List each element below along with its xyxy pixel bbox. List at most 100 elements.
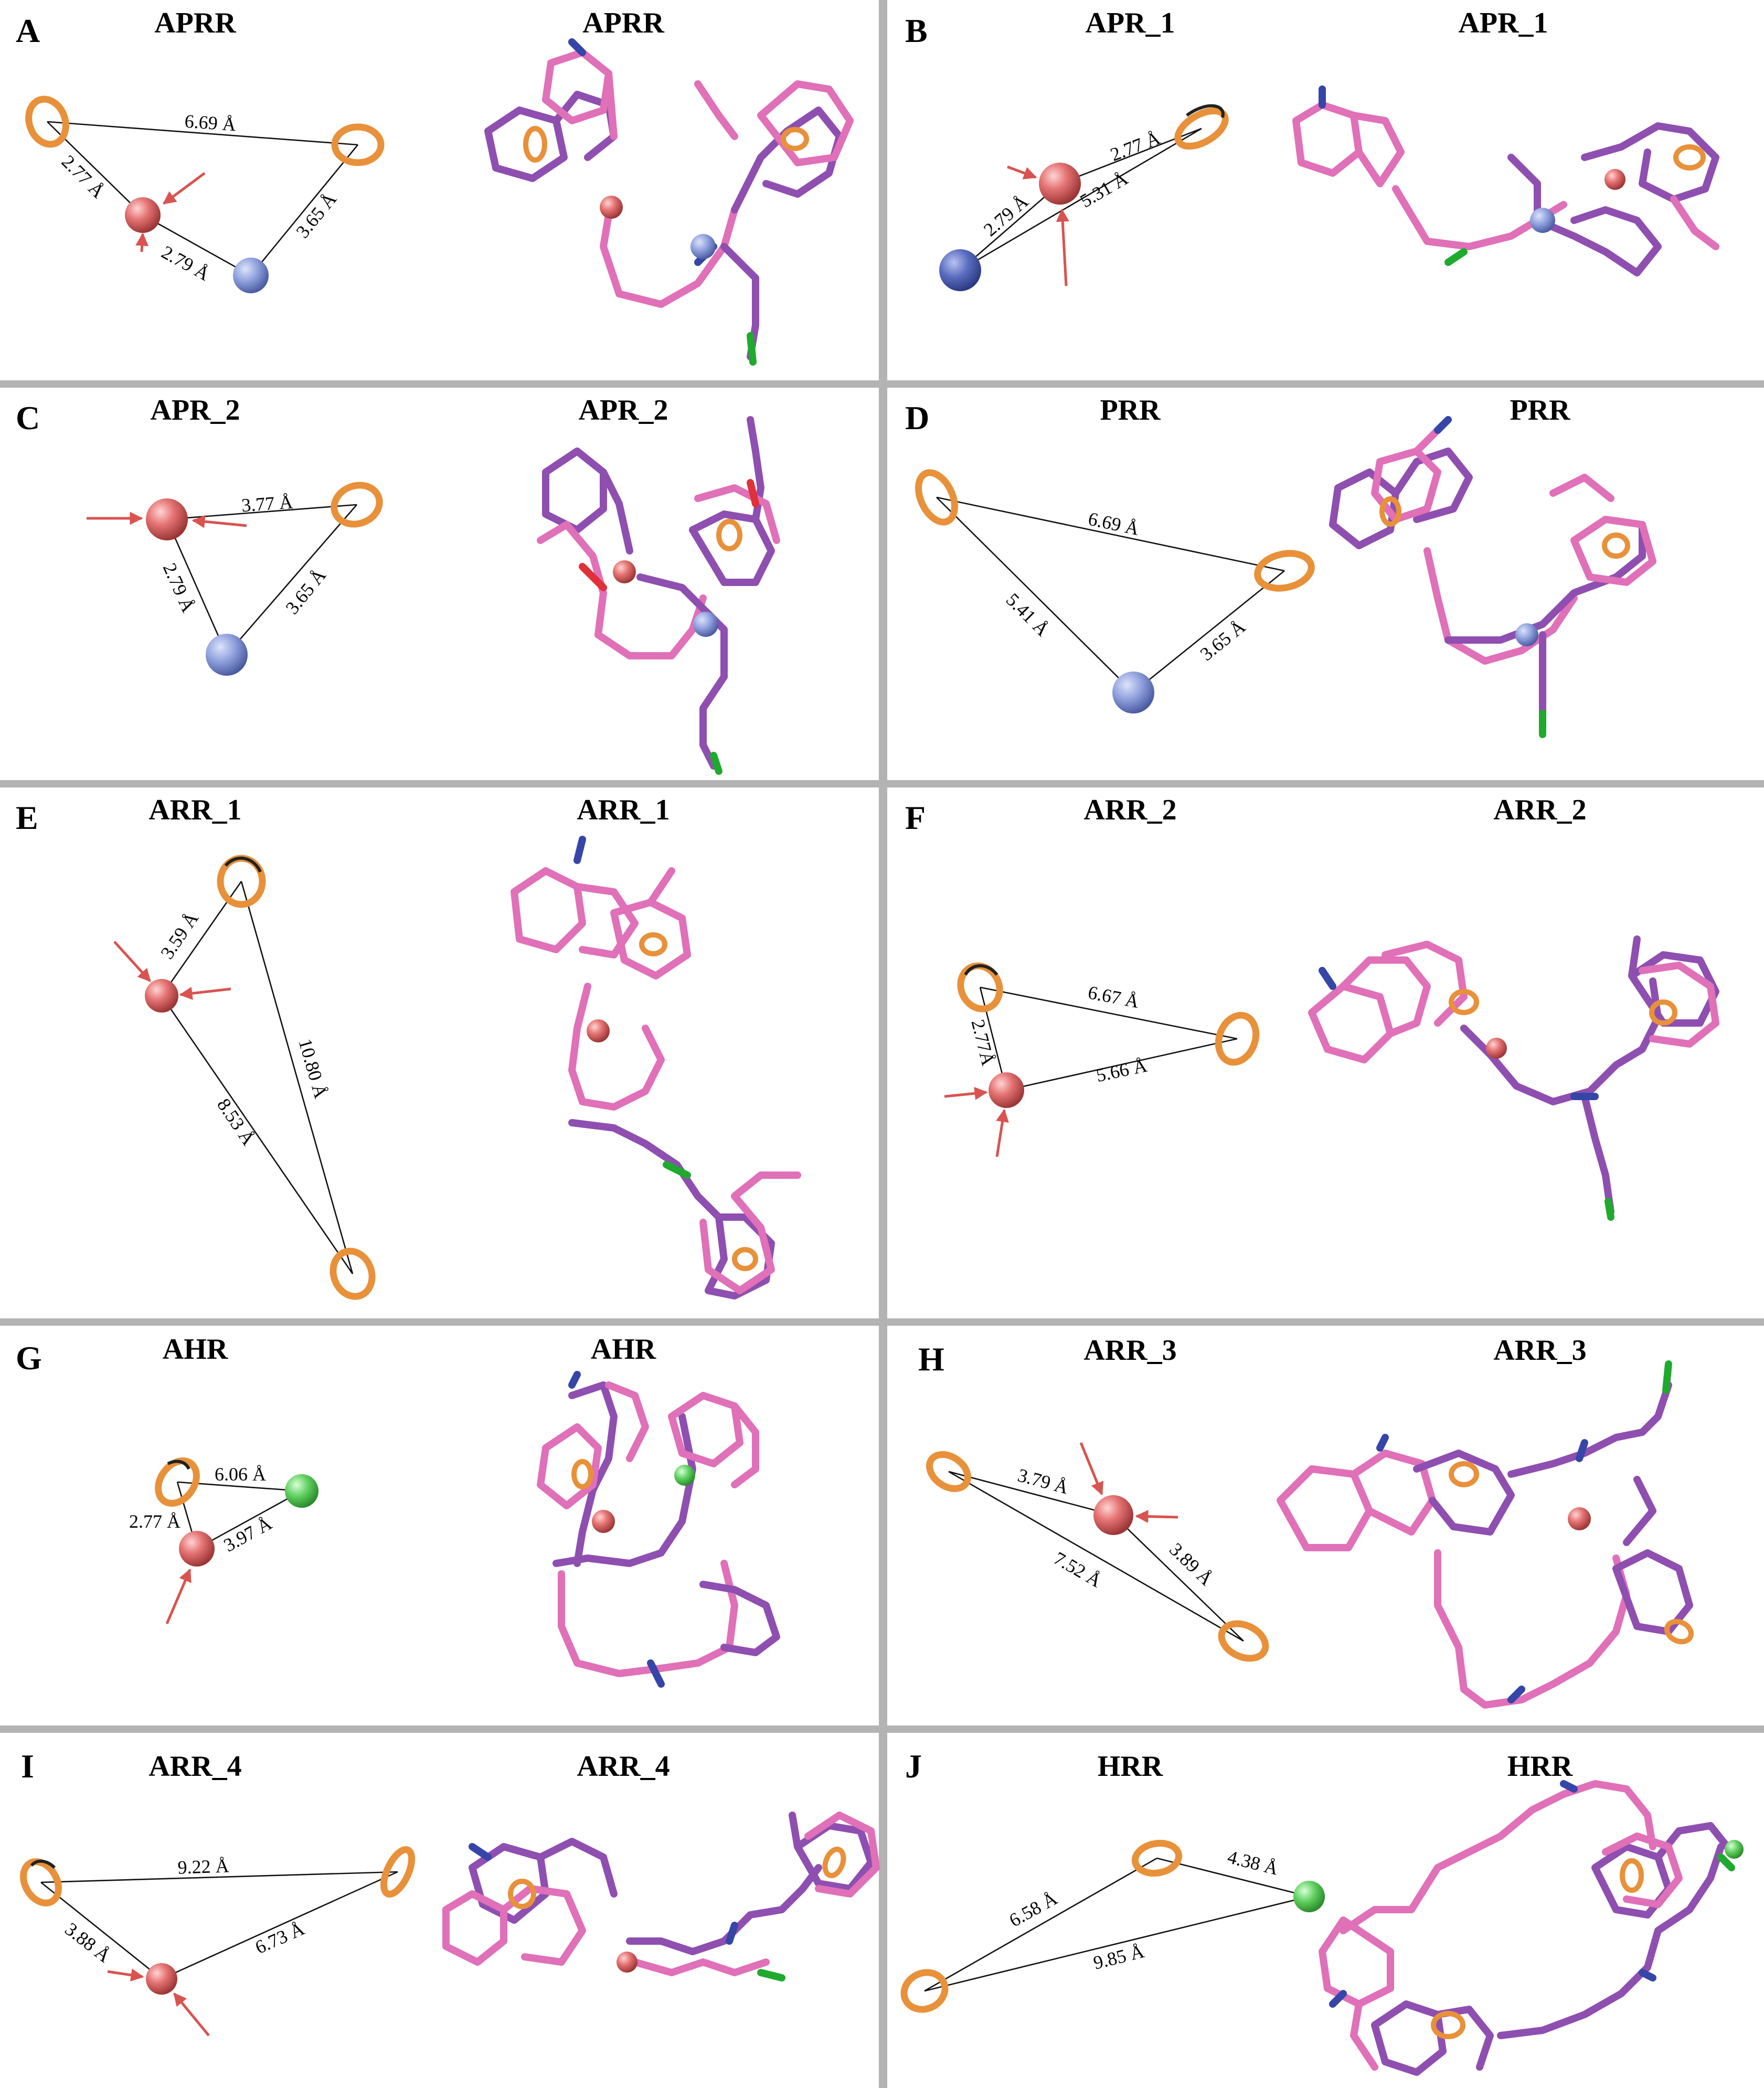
acceptor-direction-arrow — [1135, 1510, 1178, 1524]
distance-label: 6.73 Å — [252, 1918, 307, 1958]
distance-label: 3.79 Å — [1016, 1464, 1071, 1498]
aromatic-ring-feature — [926, 1451, 971, 1492]
model-title-3d: AHR — [591, 1333, 656, 1366]
pharmacophore-map: 3.59 Å 10.80 Å 8.53 Å — [113, 855, 376, 1300]
distance-label: 10.80 Å — [294, 1036, 331, 1101]
aromatic-ring-feature — [380, 1846, 416, 1898]
panel-b: B APR_1 APR_1 2.77 Å 2.79 Å 5.31 Å — [905, 7, 1548, 291]
hydrophobic-feature — [1293, 1881, 1325, 1912]
pharmacophore-map: 4.38 Å 6.58 Å 9.85 Å — [900, 1839, 1325, 2013]
panel-letter: G — [16, 1339, 42, 1377]
ligand-3d-d — [1329, 416, 1656, 738]
pharmacophore-map: 6.69 Å 2.77 Å 2.79 Å 3.65 Å — [25, 95, 385, 293]
model-title: ARR_1 — [148, 794, 241, 826]
pharmacophore-map: 6.67 Å 2.77Å 5.66 Å — [944, 962, 1260, 1157]
model-title: ARR_2 — [1083, 794, 1176, 826]
panel-a: A APRR APRR 6.69 Å 2.77 Å 2.79 Å 3.65 Å — [16, 7, 664, 293]
acceptor-direction-arrow — [1007, 165, 1037, 179]
pharmacophore-map: 9.22 Å 3.88 Å 6.73 Å — [20, 1846, 416, 2037]
distance-label: 2.79 Å — [158, 241, 213, 284]
distance-label: 3.89 Å — [1165, 1539, 1217, 1590]
pharmacophore-map: 3.77 Å 2.79 Å 3.65 Å — [87, 482, 383, 676]
panel-letter: J — [905, 1748, 922, 1785]
acceptor-direction-arrow — [165, 1568, 192, 1624]
panel-h: H ARR_3 ARR_3 3.79 Å 3.89 Å 7.52 Å — [918, 1334, 1587, 1662]
aromatic-ring-feature — [20, 1858, 62, 1906]
model-title-3d: ARR_3 — [1493, 1334, 1586, 1367]
distance-label: 2.77 Å — [129, 1511, 180, 1532]
panel-letter: D — [905, 399, 929, 436]
model-title-3d: APR_1 — [1458, 7, 1548, 39]
model-title: HRR — [1098, 1750, 1163, 1783]
ligand-3d-c — [537, 416, 780, 775]
pharmacophore-map: 6.69 Å 5.41 Å 3.65 Å — [915, 469, 1315, 713]
distance-label: 4.38 Å — [1226, 1846, 1281, 1879]
ligand-3d-h — [1277, 1360, 1694, 1709]
model-title: APRR — [154, 7, 236, 39]
distance-label: 6.67 Å — [1086, 982, 1141, 1012]
panel-letter: I — [21, 1748, 34, 1785]
ligand-3d-a — [484, 38, 854, 366]
model-title: AHR — [163, 1333, 228, 1366]
distance-label: 5.41 Å — [1002, 589, 1054, 641]
distance-label: 3.97 Å — [220, 1512, 275, 1556]
aromatic-ring-feature — [900, 1969, 949, 2013]
model-title-3d: PRR — [1510, 394, 1570, 427]
distance-label: 3.65 Å — [1196, 616, 1249, 665]
pharmacophore-map: 2.77 Å 2.79 Å 5.31 Å — [939, 104, 1229, 291]
distance-label: 3.88 Å — [61, 1919, 114, 1967]
aromatic-ring-feature — [915, 469, 958, 526]
panel-letter: B — [905, 12, 928, 49]
panel-i: I ARR_4 ARR_4 9.22 Å 3.88 Å 6.73 Å — [20, 1748, 670, 2037]
panel-letter: C — [16, 399, 40, 436]
panel-letter: A — [16, 12, 40, 49]
distance-label: 3.65 Å — [281, 565, 330, 618]
panel-j: J HRR HRR 4.38 Å 6.58 Å 9.85 Å — [900, 1748, 1573, 2013]
distance-label: 9.85 Å — [1091, 1941, 1146, 1974]
pharmacophore-map: 3.79 Å 3.89 Å 7.52 Å — [926, 1442, 1269, 1662]
ligand-3d-f — [1308, 935, 1719, 1221]
positive-ionizable-feature — [233, 258, 269, 293]
aromatic-ring-feature — [330, 1248, 376, 1300]
ligand-3d-b — [1292, 86, 1719, 276]
acceptor-direction-arrow — [179, 987, 231, 1000]
acceptor-direction-arrow — [162, 172, 206, 205]
aromatic-ring-feature — [331, 123, 385, 166]
positive-ionizable-feature — [1112, 672, 1154, 713]
aromatic-ring-feature — [1218, 1620, 1269, 1662]
positive-ionizable-feature — [206, 634, 248, 676]
hbond-acceptor-feature — [179, 1531, 215, 1567]
acceptor-direction-arrow — [113, 941, 151, 982]
distance-label: 6.06 Å — [215, 1464, 266, 1485]
hbond-acceptor-feature — [146, 498, 188, 540]
aromatic-ring-feature — [1215, 1011, 1260, 1066]
ligand-3d-j — [1319, 1780, 1744, 2076]
distance-label: 8.53 Å — [213, 1094, 259, 1149]
aromatic-ring-feature — [1254, 550, 1315, 592]
panel-c: C APR_2 APR_2 3.77 Å 2.79 Å 3.65 Å — [16, 394, 668, 676]
acceptor-direction-arrow — [107, 1968, 144, 1982]
hbond-acceptor-feature — [146, 1963, 177, 1995]
pharmacophore-map: 6.06 Å 2.77 Å 3.97 Å — [129, 1457, 318, 1624]
panel-f: F ARR_2 ARR_2 6.67 Å 2.77Å 5.66 Å — [905, 794, 1587, 1157]
distance-label: 3.59 Å — [156, 908, 203, 963]
distance-label: 2.77 Å — [1108, 127, 1163, 165]
acceptor-direction-arrow — [995, 1109, 1009, 1157]
model-title-3d: APR_2 — [578, 394, 668, 427]
ligand-3d-e — [511, 836, 801, 1299]
acceptor-direction-arrow — [173, 1993, 210, 2037]
distance-label: 3.77 Å — [241, 492, 294, 516]
distance-label: 6.58 Å — [1006, 1888, 1061, 1931]
aromatic-ring-feature — [1131, 1839, 1183, 1877]
hbond-acceptor-feature — [989, 1072, 1024, 1108]
model-title: APR_1 — [1085, 7, 1175, 39]
hydrophobic-feature — [285, 1474, 318, 1508]
ligand-3d-g — [537, 1371, 780, 1688]
panel-d: D PRR PRR 6.69 Å 5.41 Å 3.65 Å — [905, 394, 1570, 713]
acceptor-direction-arrow — [192, 515, 247, 528]
hbond-acceptor-feature — [1039, 163, 1081, 205]
distance-label: 5.66 Å — [1094, 1055, 1149, 1086]
acceptor-direction-arrow — [135, 232, 149, 252]
panel-letter: H — [918, 1340, 944, 1378]
